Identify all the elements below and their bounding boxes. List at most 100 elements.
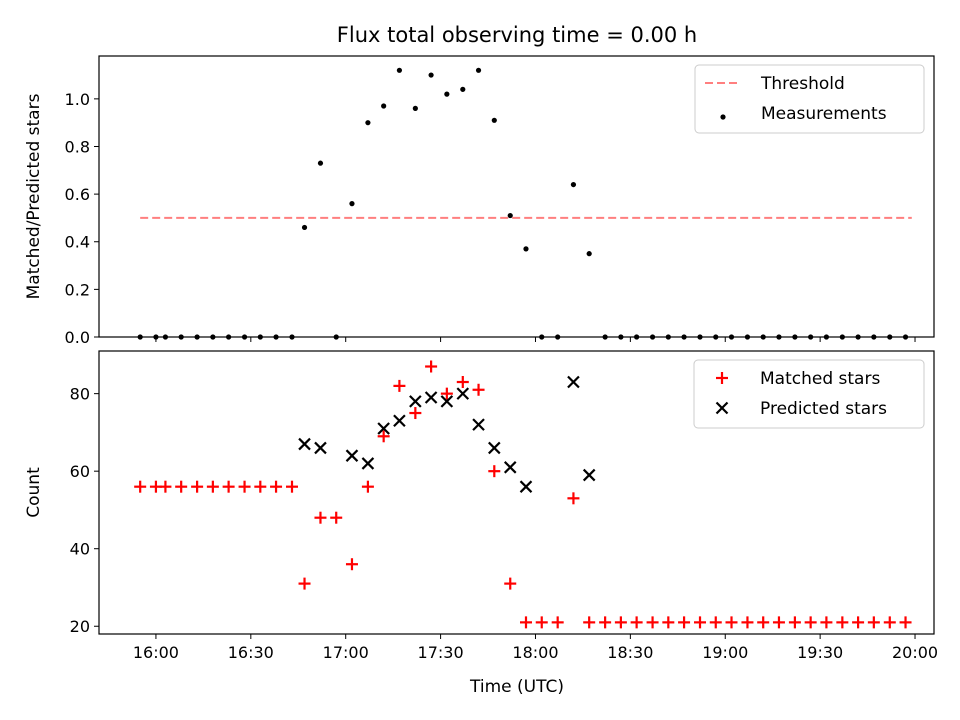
data-point: [757, 616, 770, 629]
data-point: [153, 334, 159, 340]
data-point: [507, 212, 513, 219]
data-point: [678, 616, 691, 629]
data-point: [836, 616, 849, 629]
x-tick-label: 17:30: [418, 643, 464, 662]
count-panel: 20 40 60 80 16:00 16:30 17:00 17:30 18:00 18:30 19…: [24, 350, 938, 662]
data-point: [899, 616, 912, 629]
data-point: [289, 334, 295, 340]
data-point: [273, 334, 279, 340]
data-point: [330, 511, 343, 524]
legend-swatch: [720, 114, 726, 120]
data-point: [298, 437, 311, 451]
data-point: [583, 616, 596, 629]
data-point: [665, 334, 671, 340]
data-point: [567, 492, 580, 505]
count-legend-box: [693, 359, 925, 429]
data-point: [614, 616, 627, 629]
count-frame: [98, 350, 935, 635]
data-point: [317, 160, 324, 166]
count-y-tick-label: 80: [70, 385, 90, 404]
data-point: [555, 334, 561, 340]
data-point: [409, 395, 422, 408]
ratio-frame: [98, 55, 935, 338]
data-point: [855, 334, 861, 340]
data-point: [599, 616, 612, 629]
data-point: [238, 480, 251, 493]
data-point: [713, 334, 719, 340]
data-point: [254, 480, 267, 493]
data-point: [428, 72, 434, 78]
data-point: [456, 376, 469, 389]
ratio-y-tick-label: 0.8: [65, 137, 90, 156]
data-point-b: [361, 457, 375, 470]
data-point: [412, 105, 418, 111]
data-point: [206, 480, 219, 493]
data-point: [867, 616, 880, 629]
legend-swatch: [716, 372, 728, 384]
data-point: [744, 334, 751, 340]
data-point: [162, 334, 169, 340]
ratio-y-tick-label: 1.0: [65, 90, 90, 109]
x-tick-label: 19:00: [702, 643, 748, 662]
series-matched-stars: [134, 360, 912, 629]
data-point: [377, 422, 390, 435]
data-point: [345, 558, 358, 571]
legend-label: Measurements: [761, 104, 887, 124]
ratio-legend-box: [694, 64, 925, 134]
ratio-y-tick-label: 0.6: [65, 185, 90, 204]
x-axis-label: Time (UTC): [469, 677, 564, 697]
data-point: [270, 480, 283, 493]
data-point-b: [409, 395, 422, 408]
legend-label: Predicted stars: [760, 399, 887, 419]
data-point: [618, 334, 624, 340]
data-point: [333, 334, 339, 340]
data-point: [257, 334, 263, 340]
data-point: [444, 91, 450, 97]
x-tick-label: 20:00: [892, 643, 938, 662]
data-point: [425, 360, 438, 373]
data-point: [519, 616, 532, 629]
x-tick-label: 18:30: [607, 643, 653, 662]
data-point: [820, 616, 833, 629]
data-point: [551, 616, 564, 629]
data-point: [902, 334, 909, 340]
data-point: [191, 480, 204, 493]
data-point: [602, 334, 608, 340]
data-point: [725, 616, 738, 629]
count-y-axis-label: Count: [24, 467, 44, 518]
x-tick-label: 16:00: [133, 643, 179, 662]
data-point: [226, 334, 232, 340]
data-point: [646, 616, 659, 629]
data-point-b: [440, 395, 454, 408]
ratio-y-tick-label: 0.4: [65, 233, 90, 252]
data-point-b: [456, 387, 470, 400]
data-point-b: [567, 375, 580, 389]
data-point: [788, 616, 801, 629]
data-point: [241, 334, 248, 340]
data-point: [491, 117, 497, 123]
data-point: [424, 391, 438, 404]
data-point: [634, 334, 640, 340]
data-point: [396, 67, 403, 73]
data-point: [535, 616, 548, 629]
data-point: [649, 334, 656, 340]
data-point: [567, 375, 580, 389]
data-point: [883, 616, 896, 629]
data-point: [852, 616, 865, 629]
data-point-b: [393, 414, 406, 428]
data-point: [194, 334, 200, 340]
data-point: [586, 251, 592, 257]
data-point: [460, 86, 466, 92]
data-point: [475, 67, 482, 73]
data-point: [377, 430, 390, 443]
data-point: [472, 383, 485, 396]
ratio-y-axis-label: Matched/Predicted stars: [24, 93, 44, 299]
ratio-y-tick-label: 0.0: [65, 328, 90, 347]
legend-label: Threshold: [760, 74, 845, 94]
data-point: [662, 616, 675, 629]
data-point: [582, 468, 596, 482]
data-point: [210, 334, 216, 340]
data-point-b: [314, 441, 327, 455]
data-point: [222, 480, 235, 493]
